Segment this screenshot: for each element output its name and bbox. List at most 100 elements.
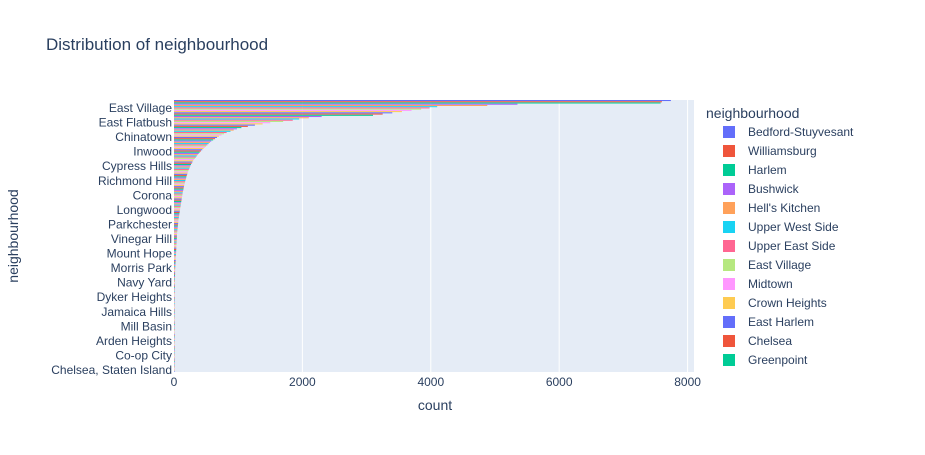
bar — [174, 324, 175, 326]
bar — [174, 236, 177, 238]
bar — [174, 125, 248, 127]
bar — [174, 303, 175, 305]
bar — [174, 289, 175, 291]
bar — [174, 167, 190, 169]
bar — [174, 162, 192, 164]
bar — [174, 176, 187, 178]
legend-entry-label: Chelsea — [748, 334, 792, 348]
bar — [174, 348, 175, 350]
bar — [174, 295, 175, 297]
bar — [174, 280, 175, 282]
legend-swatch — [723, 164, 735, 176]
bar — [174, 256, 176, 258]
bar — [174, 257, 176, 259]
bar — [174, 132, 227, 134]
bar — [174, 232, 178, 234]
bar — [174, 207, 181, 209]
bar — [174, 341, 175, 343]
bars — [174, 100, 671, 372]
bar — [174, 164, 192, 166]
bar — [174, 245, 177, 247]
bar — [174, 311, 175, 313]
y-tick-label: Chelsea, Staten Island — [51, 363, 172, 377]
bar — [174, 119, 293, 121]
bar — [174, 149, 203, 151]
bar — [174, 187, 184, 189]
y-tick-label: Co-op City — [115, 348, 172, 362]
bar — [174, 301, 175, 303]
y-tick-label: Jamaica Hills — [101, 305, 172, 319]
bar — [174, 237, 177, 239]
legend-entry-label: Upper West Side — [748, 220, 839, 234]
bar — [174, 226, 178, 228]
bar — [174, 333, 175, 335]
bar — [174, 285, 175, 287]
bar — [174, 346, 175, 348]
y-tick-label: East Flatbush — [99, 116, 172, 130]
bar — [174, 278, 175, 280]
bar — [174, 171, 188, 173]
legend-swatch — [723, 183, 735, 195]
bar — [174, 287, 175, 289]
y-tick-label: Dyker Heights — [97, 290, 172, 304]
bar — [174, 107, 430, 109]
x-tick-label: 6000 — [546, 375, 573, 389]
bar — [174, 360, 175, 362]
bar — [174, 165, 191, 167]
bar — [174, 205, 181, 207]
bar — [174, 109, 412, 111]
bar — [174, 306, 175, 308]
bar — [174, 170, 189, 172]
bar — [174, 220, 179, 222]
bar — [174, 300, 175, 302]
y-tick-label: Mill Basin — [121, 319, 172, 333]
bar — [174, 364, 175, 366]
bar — [174, 367, 175, 369]
bar — [174, 223, 179, 225]
bar — [174, 218, 179, 220]
bar — [174, 194, 183, 196]
bar — [174, 104, 488, 106]
bar — [174, 347, 175, 349]
bar — [174, 359, 175, 361]
bar — [174, 235, 177, 237]
bar — [174, 133, 225, 135]
bar — [174, 310, 175, 312]
bar — [174, 325, 175, 327]
legend-entry-label: East Village — [748, 258, 811, 272]
bar — [174, 305, 175, 307]
bar — [174, 293, 175, 295]
legend-items: Bedford-Stuyvesant Williamsburg Harlem Bush… — [723, 125, 854, 367]
bar — [174, 116, 322, 118]
bar — [174, 362, 175, 364]
bar — [174, 209, 180, 211]
bar — [174, 118, 300, 120]
bar — [174, 221, 179, 223]
bar — [174, 215, 180, 217]
bar — [174, 240, 177, 242]
bar — [174, 108, 422, 110]
bar — [174, 304, 175, 306]
y-tick-label: Longwood — [117, 203, 172, 217]
y-tick-label: Cypress Hills — [102, 159, 172, 173]
bar — [174, 172, 188, 174]
bar — [174, 143, 209, 145]
bar — [174, 241, 177, 243]
bar — [174, 198, 182, 200]
bar — [174, 352, 175, 354]
bar — [174, 368, 175, 370]
gridlines — [301, 100, 689, 372]
bar — [174, 135, 219, 137]
bar — [174, 114, 374, 116]
bar — [174, 224, 178, 226]
bar — [174, 214, 180, 216]
bar — [174, 239, 177, 241]
bar — [174, 204, 181, 206]
bar — [174, 337, 175, 339]
bar — [174, 103, 518, 105]
bar — [174, 231, 178, 233]
bar — [174, 277, 175, 279]
bar — [174, 200, 182, 202]
bar — [174, 151, 200, 153]
bar — [174, 113, 383, 115]
